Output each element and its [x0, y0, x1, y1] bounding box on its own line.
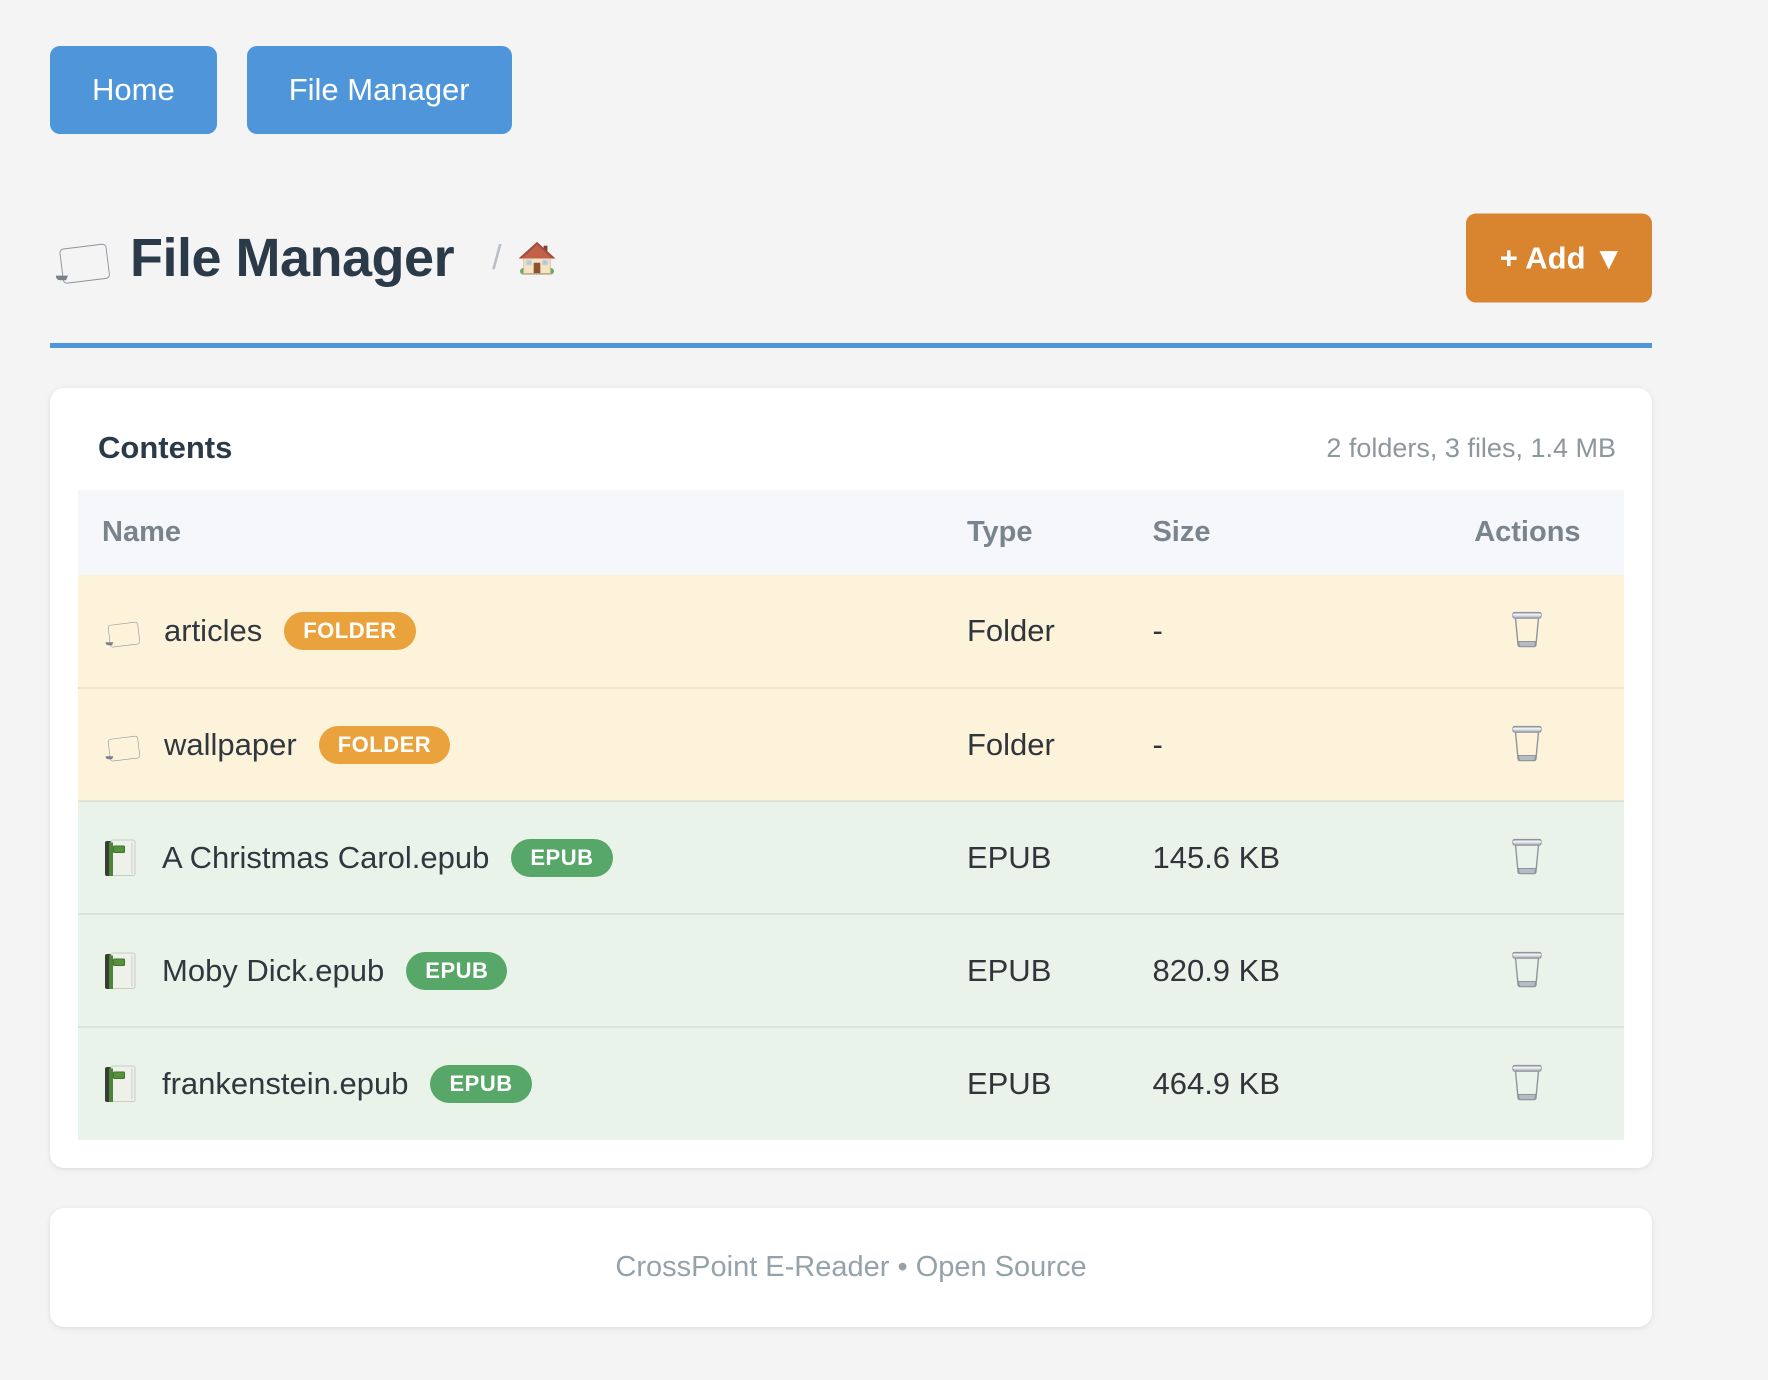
- cell-size: 145.6 KB: [1152, 839, 1281, 875]
- trash-icon: [1509, 1063, 1545, 1101]
- column-header-name: Name: [78, 490, 967, 575]
- file-name-link[interactable]: wallpaper: [164, 726, 297, 762]
- table-row: Moby Dick.epub EPUB EPUB 820.9 KB: [78, 914, 1624, 1027]
- page-header: File Manager / + Add ▼: [50, 213, 1652, 303]
- table-row: A Christmas Carol.epub EPUB EPUB 145.6 K…: [78, 801, 1624, 914]
- cell-size: 820.9 KB: [1152, 952, 1281, 988]
- column-header-type: Type: [966, 490, 1153, 575]
- contents-heading: Contents: [98, 430, 233, 465]
- cell-size: 464.9 KB: [1152, 1066, 1281, 1101]
- nav-file-manager-button[interactable]: File Manager: [246, 46, 512, 134]
- trash-icon: [1509, 610, 1545, 648]
- table-row: frankenstein.epub EPUB EPUB 464.9 KB: [78, 1027, 1624, 1140]
- book-icon: [102, 838, 138, 878]
- delete-button[interactable]: [1505, 606, 1549, 652]
- add-button-label: + Add: [1499, 240, 1586, 275]
- folder-icon: [102, 728, 140, 762]
- trash-icon: [1509, 950, 1545, 988]
- cell-size: -: [1152, 613, 1163, 648]
- file-type-badge: EPUB: [406, 951, 508, 990]
- files-table: Name Type Size Actions articles FOLDER F…: [78, 490, 1624, 1140]
- file-type-badge: FOLDER: [318, 725, 451, 764]
- table-row: wallpaper FOLDER Folder -: [78, 688, 1624, 801]
- cell-type: Folder: [966, 726, 1055, 762]
- breadcrumb-separator: /: [492, 238, 502, 277]
- file-name-link[interactable]: A Christmas Carol.epub: [162, 839, 490, 875]
- book-icon: [102, 951, 138, 991]
- file-type-badge: FOLDER: [284, 612, 416, 650]
- column-header-actions: Actions: [1430, 490, 1624, 575]
- cell-size: -: [1152, 726, 1163, 762]
- delete-button[interactable]: [1505, 720, 1549, 766]
- table-row: articles FOLDER Folder -: [78, 575, 1624, 688]
- add-button[interactable]: + Add ▼: [1465, 213, 1652, 303]
- file-name-link[interactable]: frankenstein.epub: [162, 1066, 409, 1101]
- cell-type: EPUB: [966, 839, 1052, 875]
- footer: CrossPoint E-Reader • Open Source: [50, 1208, 1652, 1327]
- top-nav: Home File Manager: [50, 0, 1652, 134]
- file-type-badge: EPUB: [430, 1065, 532, 1103]
- house-icon: [518, 240, 556, 276]
- folder-icon: [102, 614, 140, 648]
- page-container: Home File Manager File Manager / + Add ▼…: [50, 0, 1652, 1327]
- open-folder-icon: [50, 232, 110, 284]
- cell-type: EPUB: [966, 952, 1052, 988]
- cell-type: Folder: [966, 613, 1055, 648]
- delete-button[interactable]: [1505, 1059, 1549, 1105]
- delete-button[interactable]: [1505, 946, 1549, 992]
- trash-icon: [1509, 724, 1545, 762]
- column-header-size: Size: [1152, 490, 1431, 575]
- file-name-link[interactable]: Moby Dick.epub: [162, 952, 385, 988]
- trash-icon: [1509, 837, 1545, 875]
- footer-text: CrossPoint E-Reader • Open Source: [615, 1251, 1087, 1283]
- file-type-badge: EPUB: [511, 838, 613, 877]
- file-name-link[interactable]: articles: [164, 613, 263, 648]
- contents-card: Contents 2 folders, 3 files, 1.4 MB Name…: [50, 388, 1652, 1168]
- page-title: File Manager: [130, 228, 455, 288]
- book-icon: [102, 1064, 138, 1104]
- cell-type: EPUB: [966, 1066, 1052, 1101]
- breadcrumb-home-link[interactable]: [518, 240, 556, 276]
- delete-button[interactable]: [1505, 833, 1549, 879]
- title-underline: [50, 343, 1652, 348]
- nav-home-button[interactable]: Home: [50, 46, 217, 134]
- chevron-down-icon: ▼: [1599, 244, 1618, 272]
- card-header: Contents 2 folders, 3 files, 1.4 MB: [78, 416, 1624, 466]
- contents-summary: 2 folders, 3 files, 1.4 MB: [1326, 432, 1616, 463]
- table-header-row: Name Type Size Actions: [78, 490, 1624, 575]
